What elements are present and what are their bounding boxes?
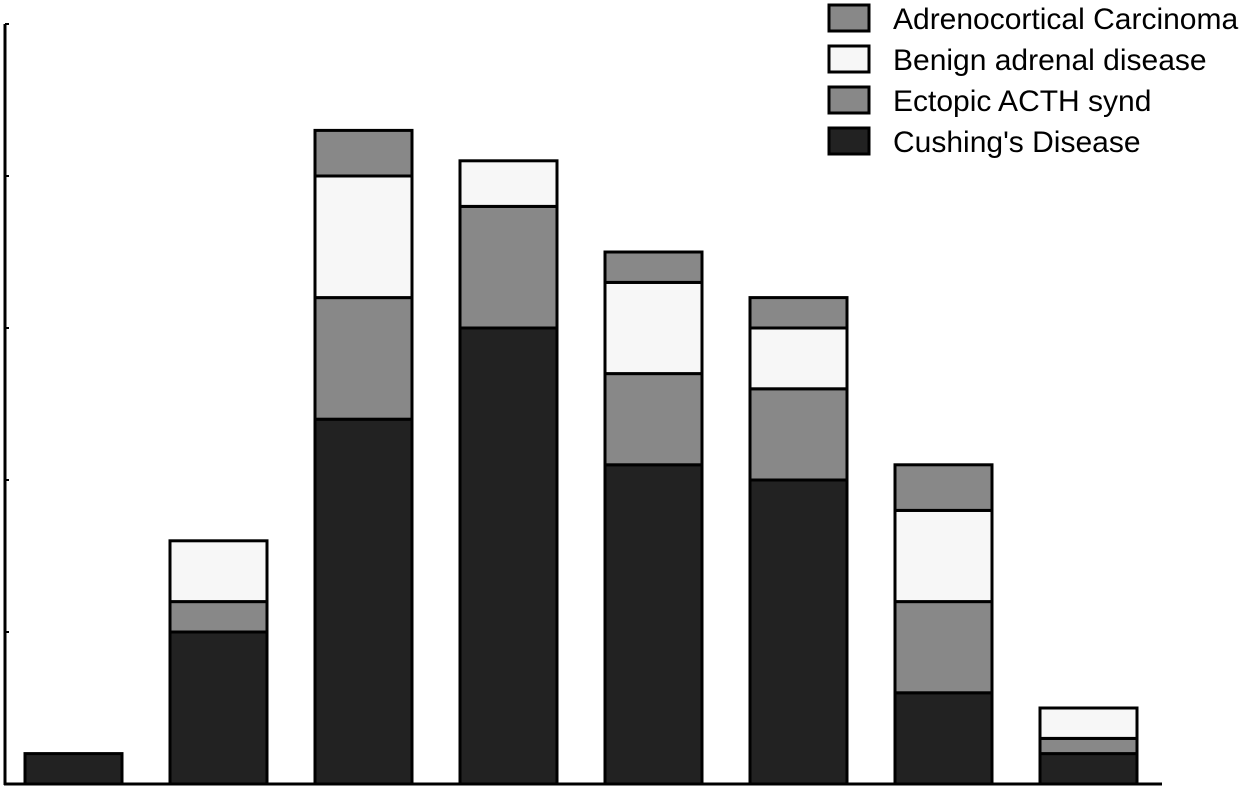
bar-segment-s0-c1 — [168, 630, 269, 786]
bar-segment-s2-c5 — [748, 326, 849, 391]
bar-segment-s3-c2 — [313, 128, 414, 178]
bar-segment-s0-c6 — [893, 691, 994, 786]
legend: Adrenocortical Carcinoma Benign adrenal d… — [827, 3, 1238, 159]
bars-layer — [23, 128, 1139, 786]
legend-label-0: Adrenocortical Carcinoma — [893, 3, 1238, 36]
bar-segment-s1-c4 — [603, 372, 704, 467]
bar-segment-s1-c7 — [1038, 736, 1139, 756]
legend-swatch-3 — [827, 126, 871, 156]
bar-segment-s1-c3 — [458, 204, 559, 330]
bar-segment-s2-c2 — [313, 174, 414, 300]
legend-swatch-2 — [827, 85, 871, 115]
bar-segment-s1-c1 — [168, 600, 269, 634]
bar-segment-s1-c6 — [893, 600, 994, 695]
bar-segment-s1-c2 — [313, 296, 414, 421]
bar-segment-s2-c1 — [168, 539, 269, 604]
bar-segment-s3-c5 — [748, 296, 849, 330]
legend-swatch-0 — [827, 3, 871, 33]
bar-segment-s2-c6 — [893, 508, 994, 604]
bar-segment-s3-c4 — [603, 250, 704, 284]
bar-segment-s2-c7 — [1038, 706, 1139, 740]
bar-segment-s0-c0 — [23, 752, 124, 786]
legend-label-2: Ectopic ACTH synd — [893, 85, 1151, 118]
bar-segment-s0-c2 — [313, 417, 414, 786]
bar-segment-s0-c3 — [458, 326, 559, 786]
bar-segment-s2-c3 — [458, 159, 559, 208]
bar-segment-s3-c6 — [893, 463, 994, 512]
bar-segment-s1-c5 — [748, 387, 849, 482]
axes-layer — [3, 23, 1162, 786]
bar-segment-s0-c4 — [603, 463, 704, 786]
bar-segment-s0-c5 — [748, 478, 849, 786]
legend-label-1: Benign adrenal disease — [893, 44, 1207, 77]
bar-segment-s0-c7 — [1038, 752, 1139, 786]
legend-swatch-1 — [827, 44, 871, 74]
bar-segment-s2-c4 — [603, 280, 704, 376]
legend-label-3: Cushing's Disease — [893, 126, 1141, 159]
